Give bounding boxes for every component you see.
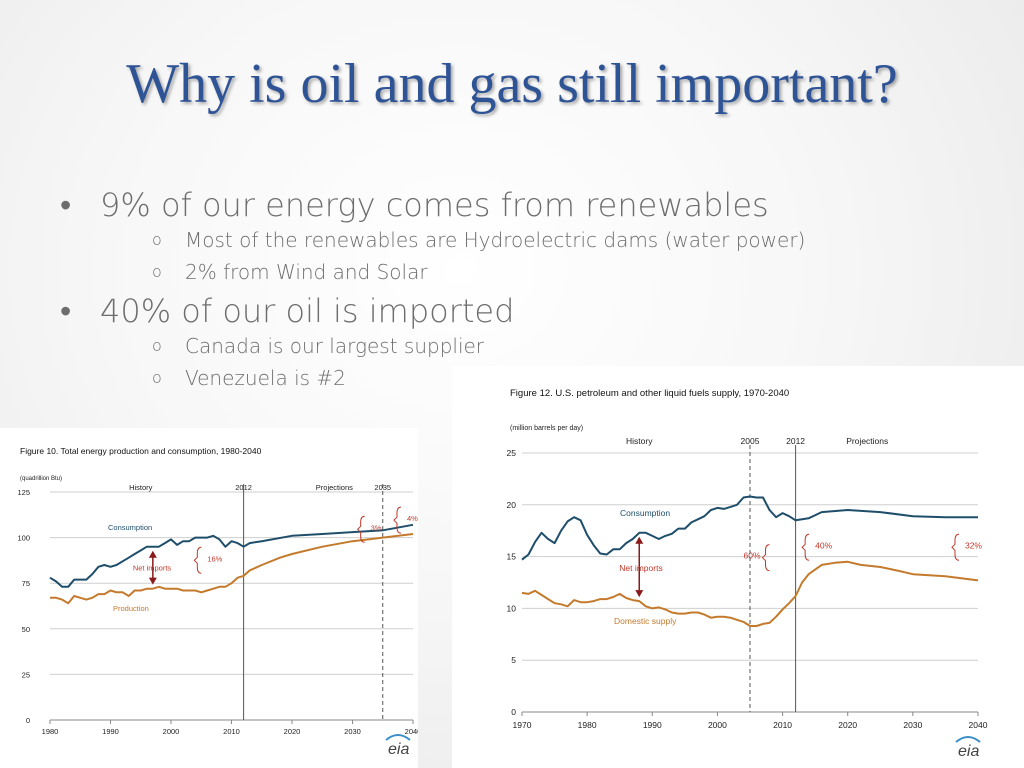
- sub-bullet-item: o Venezuela is #2: [100, 362, 880, 394]
- sub-bullet-list: o Most of the renewables are Hydroelectri…: [100, 224, 880, 288]
- region-label: History: [626, 436, 653, 446]
- x-tick-label: 1980: [42, 727, 59, 736]
- y-tick-label: 25: [507, 448, 517, 458]
- x-tick-label: 2030: [903, 720, 922, 730]
- annotation-label: Net imports: [133, 563, 172, 572]
- sub-bullet-text: 2% from Wind and Solar: [185, 260, 428, 284]
- annotation-label: 3%: [371, 523, 382, 532]
- annotation-label: 32%: [965, 540, 982, 550]
- x-tick-label: 2040: [405, 727, 418, 736]
- chart-title: Figure 12. U.S. petroleum and other liqu…: [510, 388, 789, 399]
- sub-bullet-icon: o: [152, 336, 162, 355]
- series-line-consumption: [49, 523, 414, 588]
- marker-label: 2005: [741, 436, 760, 446]
- series-line-production: [50, 533, 414, 605]
- x-tick-label: 2040: [969, 720, 988, 730]
- sub-bullet-item: o Canada is our largest supplier: [100, 330, 880, 362]
- figure-energy-production-consumption: Figure 10. Total energy production and c…: [0, 428, 418, 768]
- chart-units: (quadrillion Btu): [20, 476, 62, 482]
- sub-bullet-text: Canada is our largest supplier: [185, 334, 485, 358]
- sub-bullet-list: o Canada is our largest supplier o Venezue…: [100, 330, 880, 394]
- bullet-text: 9% of our energy comes from renewables: [100, 186, 769, 224]
- annotation-label: 4%: [407, 514, 418, 523]
- chart-title: Figure 10. Total energy production and c…: [20, 446, 262, 456]
- sub-bullet-item: o Most of the renewables are Hydroelectri…: [100, 224, 880, 256]
- y-tick-label: 5: [511, 655, 516, 665]
- brace-mark: [393, 506, 401, 534]
- x-tick-label: 1970: [513, 720, 532, 730]
- series-label: Production: [113, 604, 149, 613]
- eia-logo-icon: [955, 736, 981, 743]
- bullet-item: • 40% of our oil is imported o Canada is …: [60, 292, 880, 394]
- arrow-down-icon: [635, 590, 644, 598]
- series-label: Consumption: [108, 523, 152, 532]
- x-tick-label: 2030: [344, 727, 361, 736]
- sub-bullet-icon: o: [152, 262, 162, 281]
- series-label: Consumption: [620, 508, 670, 518]
- x-tick-label: 2010: [773, 720, 792, 730]
- eia-logo-text: eia: [958, 743, 979, 760]
- x-tick-label: 1980: [578, 720, 597, 730]
- y-tick-label: 25: [22, 670, 30, 679]
- y-tick-label: 20: [507, 500, 517, 510]
- y-tick-label: 50: [22, 625, 30, 634]
- figure-petroleum-supply: Figure 12. U.S. petroleum and other liqu…: [452, 366, 1024, 768]
- x-tick-label: 2010: [223, 727, 240, 736]
- annotation-label: 16%: [207, 554, 222, 563]
- sub-bullet-icon: o: [152, 230, 162, 249]
- x-tick-label: 1990: [102, 727, 119, 736]
- chart-units: (million barrels per day): [510, 425, 583, 432]
- brace-mark: [193, 546, 202, 574]
- brace-mark: [356, 515, 365, 543]
- sub-bullet-text: Venezuela is #2: [185, 366, 346, 390]
- brace-mark: [801, 533, 810, 561]
- chart-energy-production-consumption: Figure 10. Total energy production and c…: [17, 446, 418, 758]
- sub-bullet-item: o 2% from Wind and Solar: [100, 256, 880, 288]
- series-label: Domestic supply: [614, 616, 677, 626]
- brace-mark: [761, 544, 770, 572]
- y-tick-label: 15: [507, 552, 517, 562]
- eia-logo-text: eia: [388, 741, 409, 758]
- series-line-consumption: [521, 495, 978, 561]
- annotation-label: 60%: [743, 551, 760, 561]
- y-tick-label: 10: [507, 603, 517, 613]
- bullet-list: • 9% of our energy comes from renewables…: [60, 186, 880, 398]
- arrow-down-icon: [148, 577, 157, 585]
- arrow-up-icon: [635, 536, 644, 544]
- y-tick-label: 0: [511, 707, 516, 717]
- y-tick-label: 75: [22, 579, 30, 588]
- brace-mark: [951, 533, 960, 561]
- x-tick-label: 2000: [708, 720, 727, 730]
- x-tick-label: 2000: [163, 727, 180, 736]
- y-tick-label: 0: [26, 716, 30, 725]
- x-tick-label: 1990: [643, 720, 662, 730]
- region-label: Projections: [316, 483, 353, 492]
- region-label: History: [129, 483, 153, 492]
- y-tick-label: 100: [17, 534, 30, 543]
- eia-logo-icon: [385, 734, 411, 741]
- sub-bullet-icon: o: [152, 368, 162, 387]
- marker-label: 2035: [374, 483, 391, 492]
- bullet-item: • 9% of our energy comes from renewables…: [60, 186, 880, 288]
- x-tick-label: 2020: [284, 727, 301, 736]
- bullet-icon: •: [60, 292, 72, 330]
- marker-label: 2012: [235, 483, 252, 492]
- annotation-label: 40%: [815, 540, 832, 550]
- series-line-domestic-supply: [521, 560, 979, 627]
- marker-label: 2012: [786, 436, 805, 446]
- bullet-text: 40% of our oil is imported: [100, 292, 515, 330]
- annotation-label: Net imports: [619, 563, 662, 573]
- x-tick-label: 2020: [838, 720, 857, 730]
- slide-title: Why is oil and gas still important?: [126, 53, 898, 115]
- chart-petroleum-supply: Figure 12. U.S. petroleum and other liqu…: [507, 388, 988, 760]
- y-tick-label: 125: [17, 488, 30, 497]
- region-label: Projections: [846, 436, 888, 446]
- sub-bullet-text: Most of the renewables are Hydroelectric…: [185, 228, 806, 252]
- bullet-icon: •: [60, 186, 72, 224]
- arrow-up-icon: [148, 550, 157, 558]
